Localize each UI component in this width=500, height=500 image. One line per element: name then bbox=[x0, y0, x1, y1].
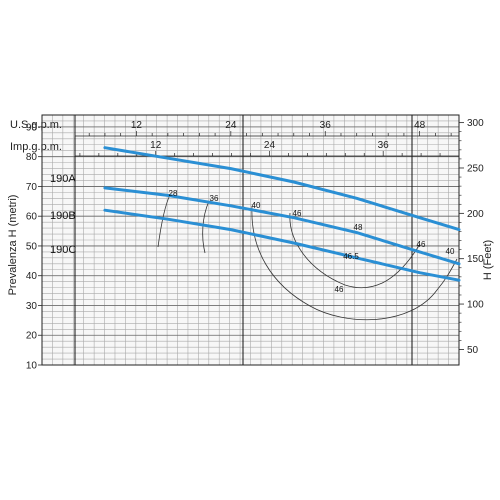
efficiency-curve bbox=[202, 200, 210, 254]
us-gpm-tick-label: 48 bbox=[414, 120, 426, 131]
series-line-190a bbox=[103, 146, 461, 232]
series-label-190c: 190C bbox=[50, 244, 76, 256]
y-tick-label: 60 bbox=[26, 212, 38, 223]
y-axis-title: Prevalenza H (metri) bbox=[7, 195, 19, 296]
right-y-tick-label: 100 bbox=[467, 300, 484, 311]
series-line-190b bbox=[103, 186, 461, 266]
y-tick-label: 20 bbox=[26, 331, 38, 342]
y-tick-label: 40 bbox=[26, 271, 38, 282]
right-y-tick-label: 150 bbox=[467, 254, 484, 265]
series-lines bbox=[103, 146, 461, 282]
efficiency-curve bbox=[289, 212, 421, 289]
imp-gpm-tick-label: 36 bbox=[378, 140, 390, 151]
efficiency-curves bbox=[157, 194, 458, 321]
series-line-190c bbox=[103, 208, 461, 282]
series-label-190a: 190A bbox=[50, 173, 76, 185]
efficiency-label: 40 bbox=[252, 201, 261, 210]
y-tick-label: 50 bbox=[26, 241, 38, 252]
plot-border bbox=[41, 114, 460, 366]
series-label-190b: 190B bbox=[50, 210, 76, 222]
chart-frame bbox=[38, 114, 464, 366]
efficiency-label: 46.5 bbox=[343, 252, 359, 261]
y-tick-label: 90 bbox=[26, 122, 38, 133]
right-y-tick-label: 300 bbox=[467, 118, 484, 129]
us-gpm-tick-label: 24 bbox=[225, 120, 237, 131]
efficiency-curve bbox=[251, 205, 458, 321]
efficiency-label: 48 bbox=[354, 223, 363, 232]
right-y-tick-label: 200 bbox=[467, 209, 484, 220]
efficiency-label: 28 bbox=[169, 189, 178, 198]
efficiency-label: 46 bbox=[293, 209, 302, 218]
right-y-tick-label: 50 bbox=[467, 345, 479, 356]
right-y-tick-label: 250 bbox=[467, 163, 484, 174]
us-gpm-axis-label: U.S.g.p.m. bbox=[10, 119, 62, 131]
efficiency-label: 46 bbox=[335, 285, 344, 294]
y-tick-label: 70 bbox=[26, 182, 38, 193]
imp-gpm-tick-label: 12 bbox=[150, 140, 162, 151]
us-gpm-tick-label: 36 bbox=[320, 120, 332, 131]
imp-gpm-tick-label: 24 bbox=[264, 140, 276, 151]
y-tick-label: 30 bbox=[26, 301, 38, 312]
right-y-axis-title: H (Feet) bbox=[482, 240, 494, 280]
y-tick-label: 80 bbox=[26, 152, 38, 163]
chart-grid bbox=[42, 115, 459, 366]
us-gpm-tick-label: 12 bbox=[131, 120, 143, 131]
chart-text: 12 24 36 48 12 24 36 U.S.g.p.m. Imp.g.p.m. 10 20 30… bbox=[7, 118, 494, 371]
efficiency-label: 36 bbox=[210, 194, 219, 203]
efficiency-curve bbox=[157, 194, 171, 248]
y-tick-label: 10 bbox=[26, 361, 38, 372]
efficiency-label: 40 bbox=[446, 247, 455, 256]
imp-gpm-axis-label: Imp.g.p.m. bbox=[10, 141, 62, 153]
efficiency-label: 46 bbox=[417, 240, 426, 249]
